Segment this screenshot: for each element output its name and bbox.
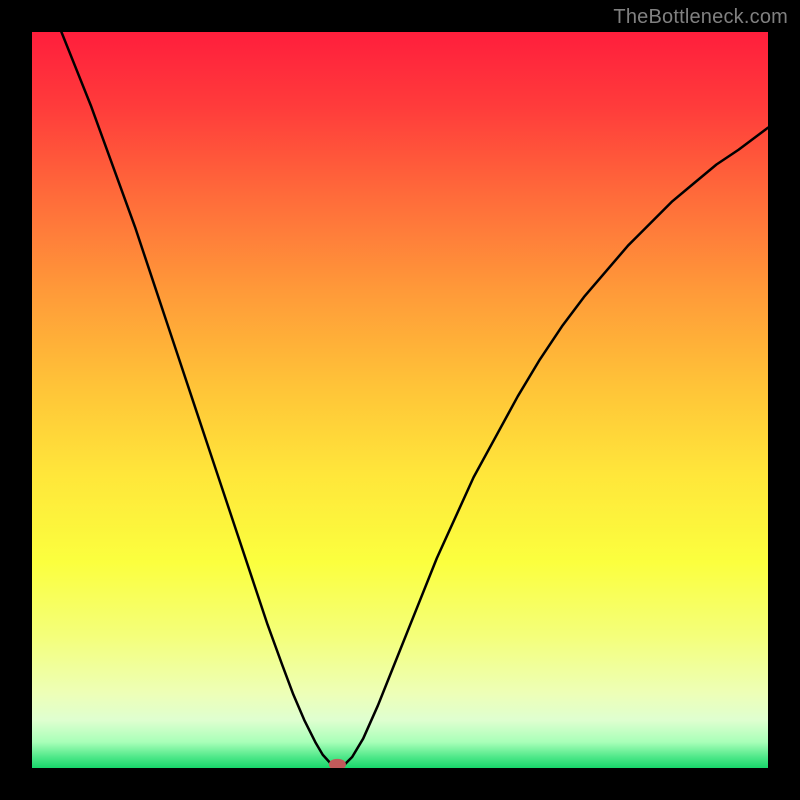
bottleneck-curve <box>32 32 768 768</box>
plot-area <box>32 32 768 768</box>
optimal-point-marker <box>329 759 345 768</box>
watermark-text: TheBottleneck.com <box>613 6 788 29</box>
